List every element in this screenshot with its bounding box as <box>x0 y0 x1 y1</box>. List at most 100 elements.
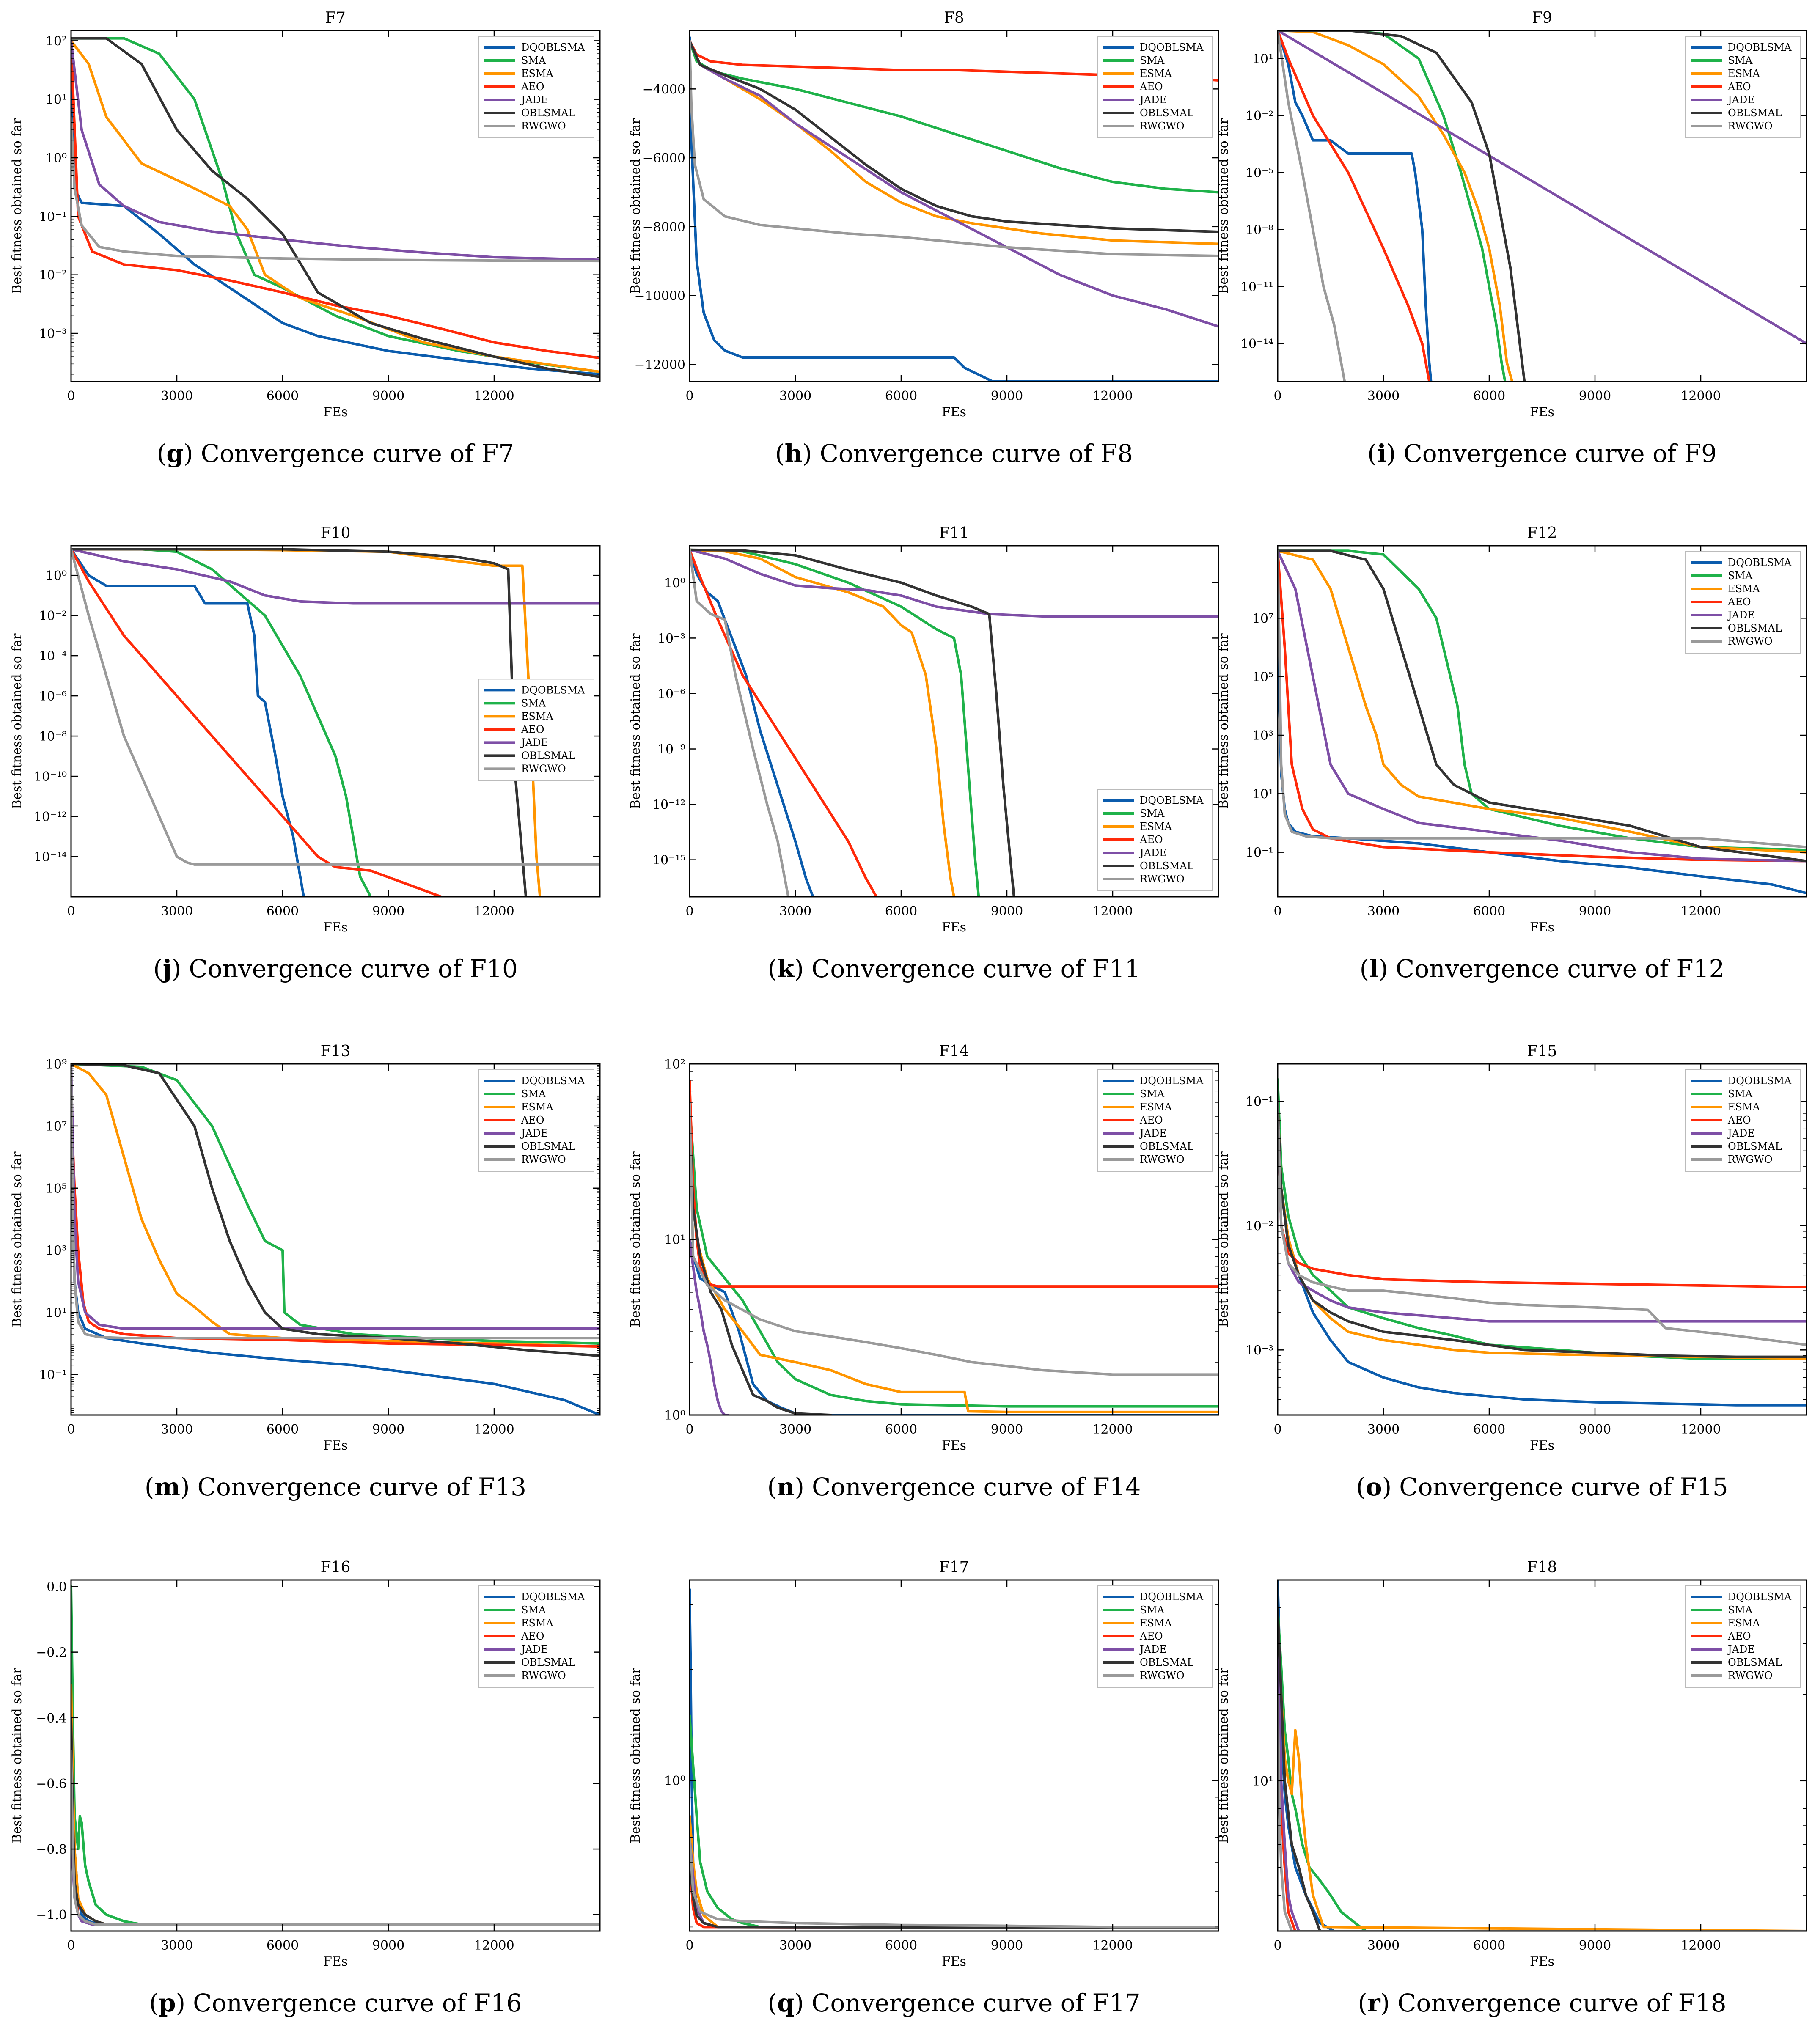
series-line-aeo <box>1278 30 1431 382</box>
caption-letter: p <box>159 1989 176 2017</box>
chart-f18: 0 3000 6000 9000 12000 10¹ F18 FEs Best fitness … <box>1216 1559 1807 2017</box>
legend-label-oblsmal: OBLSMAL <box>521 750 575 761</box>
x-tick-label: 3000 <box>779 1938 811 1953</box>
legend-label-aeo: AEO <box>521 81 544 93</box>
legend-label-jade: JADE <box>1138 1643 1167 1655</box>
series-line-aeo <box>690 1861 1218 1929</box>
y-axis-label: Best fitness obtained so far <box>1216 1151 1231 1327</box>
chart-f17: 0 3000 6000 9000 12000 10⁰ F17 FEs Best fitness … <box>628 1559 1219 2017</box>
x-tick-label: 12000 <box>474 389 514 404</box>
x-tick-label: 0 <box>685 904 693 919</box>
series-line-rwgwo <box>690 1102 1218 1376</box>
series-line-rwgwo <box>690 39 1218 257</box>
y-tick-label: 10⁻¹² <box>34 810 67 824</box>
chart-title: F15 <box>1527 1043 1557 1060</box>
x-tick-label: 12000 <box>474 1938 514 1953</box>
x-tick-label: 6000 <box>1473 1422 1505 1437</box>
caption-letter: r <box>1367 1989 1381 2017</box>
series-line-rwgwo <box>1278 1100 1807 1346</box>
x-tick-label: 6000 <box>885 1938 917 1953</box>
caption-paren-close: ) <box>795 1989 804 2017</box>
series-line-sma <box>71 37 600 373</box>
y-tick-label: 10² <box>46 34 67 49</box>
legend-label-sma: SMA <box>1728 55 1753 66</box>
chart-f10: 0 3000 6000 9000 12000 10⁻¹⁴ 10⁻¹² 10⁻¹⁰ 10⁻⁸ 10⁻… <box>10 525 601 983</box>
caption-paren-close: ) <box>184 439 193 468</box>
caption-paren-open: ( <box>767 1473 777 1501</box>
legend-label-sma: SMA <box>521 1604 546 1616</box>
caption-letter: m <box>154 1473 180 1501</box>
chart-f16: 0 3000 6000 9000 12000 −1.0 −0.8 −0.6 −0.4 −0.2 0.… <box>10 1559 601 2017</box>
y-tick-label: −0.2 <box>36 1646 67 1660</box>
legend-label-esma: ESMA <box>1140 821 1172 832</box>
caption-paren-open: ( <box>153 954 163 983</box>
legend-label-sma: SMA <box>1728 1604 1753 1616</box>
y-tick-label: 10⁹ <box>46 1057 67 1072</box>
caption-paren-close: ) <box>172 954 182 983</box>
caption-text: Convergence curve of F13 <box>198 1473 526 1501</box>
caption-paren-close: ) <box>794 954 804 983</box>
legend-label-aeo: AEO <box>1727 1114 1751 1126</box>
legend-label-aeo: AEO <box>521 1630 544 1642</box>
legend-label-oblsmal: OBLSMAL <box>1140 1140 1194 1152</box>
chart-caption: (h) Convergence curve of F8 <box>775 439 1133 468</box>
legend-label-oblsmal: OBLSMAL <box>1140 1657 1194 1668</box>
legend-label-dqoblsma: DQOBLSMA <box>1140 794 1204 806</box>
legend-label-rwgwo: RWGWO <box>1140 873 1185 885</box>
legend-label-rwgwo: RWGWO <box>521 1154 566 1165</box>
series-line-esma <box>71 1064 600 1348</box>
caption-letter: h <box>785 439 803 468</box>
y-axis-label: Best fitness obtained so far <box>628 1151 643 1327</box>
chart-caption: (j) Convergence curve of F10 <box>153 954 518 983</box>
caption-letter: q <box>777 1989 795 2017</box>
legend-label-aeo: AEO <box>1139 1630 1163 1642</box>
series-line-rwgwo <box>1278 1693 1807 1931</box>
caption-letter: k <box>777 954 795 983</box>
series-line-jade <box>1278 549 1807 863</box>
y-axis-label: Best fitness obtained so far <box>1216 1668 1231 1843</box>
x-axis-label: FEs <box>1530 1438 1554 1453</box>
legend-label-oblsmal: OBLSMAL <box>1728 1140 1782 1152</box>
legend-label-jade: JADE <box>1727 609 1755 621</box>
chart-f8: 0 3000 6000 9000 12000 −12000 −10000 −8000 −6000… <box>628 9 1219 468</box>
x-tick-label: 9000 <box>991 1938 1023 1953</box>
y-tick-label: 10¹ <box>46 1306 67 1321</box>
series-group <box>690 1588 1218 1929</box>
legend-label-dqoblsma: DQOBLSMA <box>1728 1075 1792 1087</box>
x-tick-label: 12000 <box>1680 904 1721 919</box>
series-group <box>690 1080 1218 1415</box>
legend-label-aeo: AEO <box>1139 81 1163 93</box>
caption-text: Convergence curve of F10 <box>189 954 517 983</box>
legend-label-rwgwo: RWGWO <box>1140 1670 1185 1681</box>
series-line-rwgwo <box>690 1836 1218 1929</box>
legend-label-dqoblsma: DQOBLSMA <box>1140 1075 1204 1087</box>
x-tick-label: 3000 <box>779 904 811 919</box>
series-line-oblsmal <box>71 1716 600 1926</box>
y-tick-label: 10⁻¹ <box>39 209 67 224</box>
caption-letter: o <box>1366 1473 1382 1501</box>
x-axis-label: FEs <box>323 1438 348 1453</box>
series-line-dqoblsma <box>690 548 814 897</box>
series-line-jade <box>1278 1100 1807 1323</box>
x-tick-label: 0 <box>685 1422 693 1437</box>
caption-text: Convergence curve of F9 <box>1403 439 1717 468</box>
caption-text: Convergence curve of F7 <box>201 439 514 468</box>
caption-paren-open: ( <box>157 439 167 468</box>
legend-label-dqoblsma: DQOBLSMA <box>1140 41 1204 53</box>
y-tick-label: 10¹ <box>46 93 67 107</box>
series-line-rwgwo <box>71 548 600 866</box>
caption-text: Convergence curve of F12 <box>1396 954 1724 983</box>
y-axis-label: Best fitness obtained so far <box>10 118 25 294</box>
series-line-sma <box>71 548 372 897</box>
y-tick-label: 10⁻⁴ <box>39 649 67 664</box>
y-tick-label: 10⁻⁹ <box>657 742 685 757</box>
series-line-dqoblsma <box>690 36 1218 382</box>
caption-paren-open: ( <box>768 954 778 983</box>
y-tick-label: 10⁻¹⁴ <box>34 850 67 865</box>
chart-caption: (m) Convergence curve of F13 <box>145 1473 526 1501</box>
x-axis-label: FEs <box>942 1438 966 1453</box>
x-tick-label: 3000 <box>779 1422 811 1437</box>
